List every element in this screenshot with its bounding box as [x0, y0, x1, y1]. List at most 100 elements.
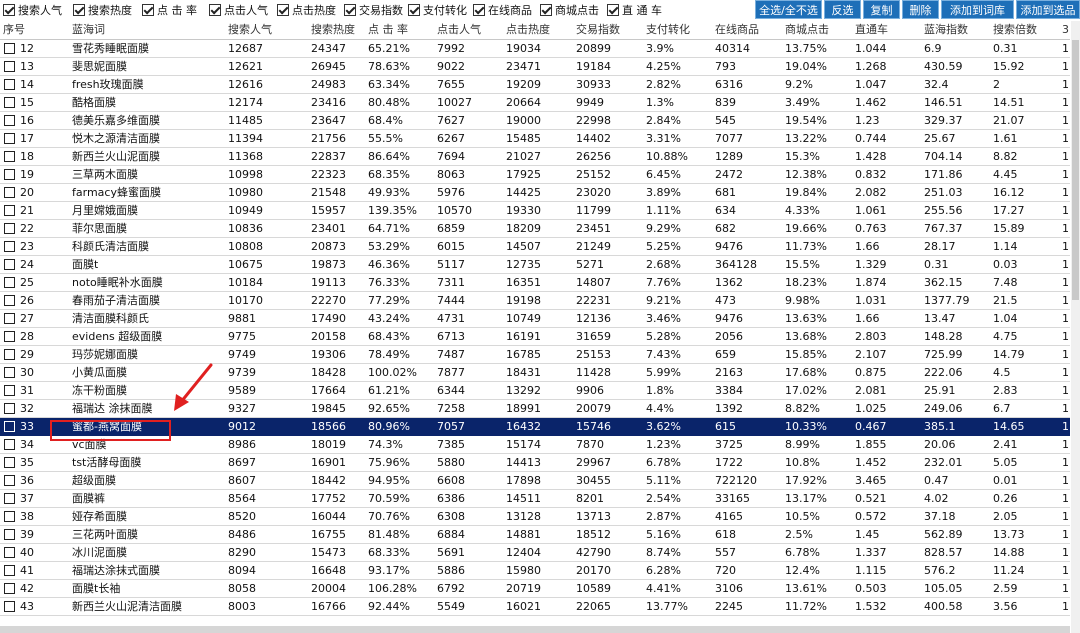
- table-row[interactable]: 21 月里嫦娥面膜 10949 15957 139.35% 10570 19330 11799…: [0, 202, 1070, 220]
- checkbox-icon[interactable]: [3, 3, 15, 16]
- table-row[interactable]: 14 fresh玫瑰面膜 12616 24983 63.34% 7655 19209 3093…: [0, 76, 1070, 94]
- invert-selection-button[interactable]: 反选: [824, 0, 861, 19]
- row-checkbox[interactable]: [4, 385, 15, 396]
- filter-option-click-heat[interactable]: 点击热度: [277, 0, 336, 19]
- column-header-blue-ocean-index[interactable]: 蓝海指数: [924, 23, 968, 36]
- row-checkbox[interactable]: [4, 43, 15, 54]
- row-checkbox[interactable]: [4, 169, 15, 180]
- row-checkbox[interactable]: [4, 115, 15, 126]
- table-row[interactable]: 16 德美乐嘉多维面膜 11485 23647 68.4% 7627 19000 22998 2…: [0, 112, 1070, 130]
- column-header-through-train[interactable]: 直通车: [855, 23, 888, 36]
- table-row[interactable]: 24 面膜t 10675 19873 46.36% 5117 12735 5271 2.68% 3…: [0, 256, 1070, 274]
- copy-button[interactable]: 复制: [863, 0, 900, 19]
- checkbox-icon[interactable]: [142, 3, 154, 16]
- table-row[interactable]: 40 冰川泥面膜 8290 15473 68.33% 5691 12404 42790 8.74…: [0, 544, 1070, 562]
- row-checkbox[interactable]: [4, 421, 15, 432]
- table-row[interactable]: 23 科颜氏清洁面膜 10808 20873 53.29% 6015 14507 21249 5…: [0, 238, 1070, 256]
- table-row[interactable]: 33 蜜都-燕窝面膜 9012 18566 80.96% 7057 16432 15746 3.…: [0, 418, 1070, 436]
- row-checkbox[interactable]: [4, 367, 15, 378]
- table-row[interactable]: 13 斐思妮面膜 12621 26945 78.63% 9022 23471 19184 4.2…: [0, 58, 1070, 76]
- table-row[interactable]: 25 noto睡眠补水面膜 10184 19113 76.33% 7311 16351 148…: [0, 274, 1070, 292]
- row-checkbox[interactable]: [4, 439, 15, 450]
- table-row[interactable]: 27 清洁面膜科颜氏 9881 17490 43.24% 4731 10749 12136 3.…: [0, 310, 1070, 328]
- table-row[interactable]: 15 酷格面膜 12174 23416 80.48% 10027 20664 9949 1.3%…: [0, 94, 1070, 112]
- table-row[interactable]: 22 菲尔思面膜 10836 23401 64.71% 6859 18209 23451 9.2…: [0, 220, 1070, 238]
- row-checkbox[interactable]: [4, 565, 15, 576]
- row-checkbox[interactable]: [4, 547, 15, 558]
- column-header-search-multiple[interactable]: 搜索倍数: [993, 23, 1037, 36]
- table-row[interactable]: 30 小黄瓜面膜 9739 18428 100.02% 7877 18431 11428 5.9…: [0, 364, 1070, 382]
- row-checkbox[interactable]: [4, 187, 15, 198]
- row-checkbox[interactable]: [4, 133, 15, 144]
- table-row[interactable]: 42 面膜t长袖 8058 20004 106.28% 6792 20719 10589 4.4…: [0, 580, 1070, 598]
- table-row[interactable]: 18 新西兰火山泥面膜 11368 22837 86.64% 7694 21027 26256…: [0, 148, 1070, 166]
- row-checkbox[interactable]: [4, 97, 15, 108]
- row-checkbox[interactable]: [4, 313, 15, 324]
- table-row[interactable]: 28 evidens 超级面膜 9775 20158 68.43% 6713 16191 31…: [0, 328, 1070, 346]
- table-row[interactable]: 31 冻干粉面膜 9589 17664 61.21% 6344 13292 9906 1.8% 3…: [0, 382, 1070, 400]
- column-header-index[interactable]: 序号: [3, 23, 25, 36]
- filter-option-click-rate[interactable]: 点 击 率: [142, 0, 197, 19]
- checkbox-icon[interactable]: [209, 3, 221, 16]
- checkbox-icon[interactable]: [408, 3, 420, 16]
- vertical-scrollbar-thumb[interactable]: [1072, 40, 1079, 300]
- column-header-online-items[interactable]: 在线商品: [715, 23, 759, 36]
- row-checkbox[interactable]: [4, 241, 15, 252]
- column-header-click-popularity[interactable]: 点击人气: [437, 23, 481, 36]
- filter-option-pay-conversion[interactable]: 支付转化: [408, 0, 467, 19]
- add-to-wordbank-button[interactable]: 添加到词库: [941, 0, 1014, 19]
- table-row[interactable]: 19 三草两木面膜 10998 22323 68.35% 8063 17925 25152 6.…: [0, 166, 1070, 184]
- checkbox-icon[interactable]: [73, 3, 85, 16]
- table-row[interactable]: 41 福瑞达涂抹式面膜 8094 16648 93.17% 5886 15980 20170 6…: [0, 562, 1070, 580]
- table-row[interactable]: 36 超级面膜 8607 18442 94.95% 6608 17898 30455 5.11%…: [0, 472, 1070, 490]
- row-checkbox[interactable]: [4, 295, 15, 306]
- row-checkbox[interactable]: [4, 277, 15, 288]
- row-checkbox[interactable]: [4, 61, 15, 72]
- checkbox-icon[interactable]: [540, 3, 552, 16]
- table-row[interactable]: 43 新西兰火山泥清洁面膜 8003 16766 92.44% 5549 16021 2206…: [0, 598, 1070, 616]
- filter-option-trade-index[interactable]: 交易指数: [344, 0, 403, 19]
- row-checkbox[interactable]: [4, 511, 15, 522]
- table-row[interactable]: 26 春雨茄子清洁面膜 10170 22270 77.29% 7444 19198 22231…: [0, 292, 1070, 310]
- table-row[interactable]: 17 悦木之源清洁面膜 11394 21756 55.5% 6267 15485 14402 3…: [0, 130, 1070, 148]
- row-checkbox[interactable]: [4, 529, 15, 540]
- column-header-extra[interactable]: 3: [1062, 23, 1069, 36]
- filter-option-search-popularity[interactable]: 搜索人气: [3, 0, 62, 19]
- column-header-click-rate[interactable]: 点 击 率: [368, 23, 408, 36]
- table-row[interactable]: 37 面膜裤 8564 17752 70.59% 6386 14511 8201 2.54% 33…: [0, 490, 1070, 508]
- column-header-search-popularity[interactable]: 搜索人气: [228, 23, 272, 36]
- filter-option-online-items[interactable]: 在线商品: [473, 0, 532, 19]
- row-checkbox[interactable]: [4, 205, 15, 216]
- column-header-click-heat[interactable]: 点击热度: [506, 23, 550, 36]
- table-row[interactable]: 35 tst活酵母面膜 8697 16901 75.96% 5880 14413 29967 6…: [0, 454, 1070, 472]
- row-checkbox[interactable]: [4, 475, 15, 486]
- row-checkbox[interactable]: [4, 151, 15, 162]
- row-checkbox[interactable]: [4, 601, 15, 612]
- checkbox-icon[interactable]: [607, 3, 619, 16]
- select-all-button[interactable]: 全选/全不选: [755, 0, 822, 19]
- column-header-mall-clicks[interactable]: 商城点击: [785, 23, 829, 36]
- row-checkbox[interactable]: [4, 403, 15, 414]
- row-checkbox[interactable]: [4, 259, 15, 270]
- horizontal-scrollbar[interactable]: [0, 626, 1070, 633]
- table-row[interactable]: 20 farmacy蜂蜜面膜 10980 21548 49.93% 5976 14425 23…: [0, 184, 1070, 202]
- row-checkbox[interactable]: [4, 583, 15, 594]
- checkbox-icon[interactable]: [473, 3, 485, 16]
- filter-option-mall-clicks[interactable]: 商城点击: [540, 0, 599, 19]
- add-to-selection-button[interactable]: 添加到选品: [1016, 0, 1080, 19]
- column-header-trade-index[interactable]: 交易指数: [576, 23, 620, 36]
- row-checkbox[interactable]: [4, 349, 15, 360]
- filter-option-click-popularity[interactable]: 点击人气: [209, 0, 268, 19]
- table-row[interactable]: 39 三花两叶面膜 8486 16755 81.48% 6884 14881 18512 5.1…: [0, 526, 1070, 544]
- table-row[interactable]: 34 vc面膜 8986 18019 74.3% 7385 15174 7870 1.23% 37…: [0, 436, 1070, 454]
- column-header-keyword[interactable]: 蓝海词: [72, 23, 105, 36]
- table-row[interactable]: 29 玛莎妮娜面膜 9749 19306 78.49% 7487 16785 25153 7.4…: [0, 346, 1070, 364]
- checkbox-icon[interactable]: [344, 3, 356, 16]
- filter-option-through-train[interactable]: 直 通 车: [607, 0, 662, 19]
- checkbox-icon[interactable]: [277, 3, 289, 16]
- row-checkbox[interactable]: [4, 493, 15, 504]
- row-checkbox[interactable]: [4, 79, 15, 90]
- table-row[interactable]: 12 雪花秀睡眠面膜 12687 24347 65.21% 7992 19034 20899 3…: [0, 40, 1070, 58]
- row-checkbox[interactable]: [4, 223, 15, 234]
- table-row[interactable]: 38 娅存希面膜 8520 16044 70.76% 6308 13128 13713 2.87…: [0, 508, 1070, 526]
